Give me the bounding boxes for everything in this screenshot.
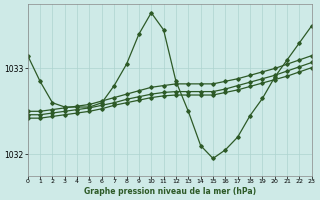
X-axis label: Graphe pression niveau de la mer (hPa): Graphe pression niveau de la mer (hPa)	[84, 187, 256, 196]
